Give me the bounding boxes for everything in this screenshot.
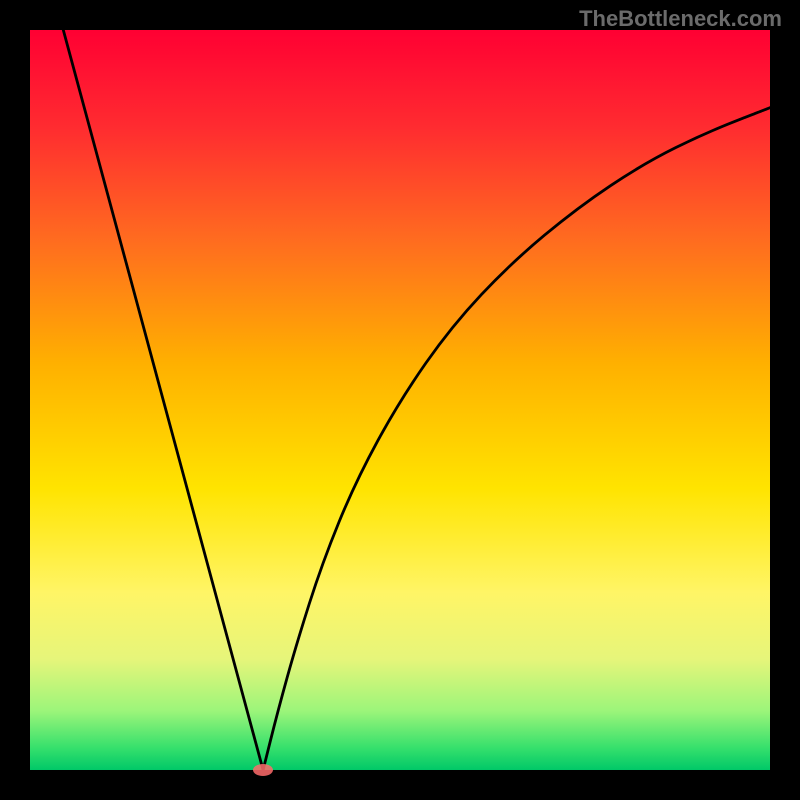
watermark-text: TheBottleneck.com: [579, 6, 782, 32]
bottleneck-curve: [30, 30, 770, 770]
optimum-marker: [253, 764, 273, 776]
chart-frame: TheBottleneck.com: [0, 0, 800, 800]
plot-area: [30, 30, 770, 770]
